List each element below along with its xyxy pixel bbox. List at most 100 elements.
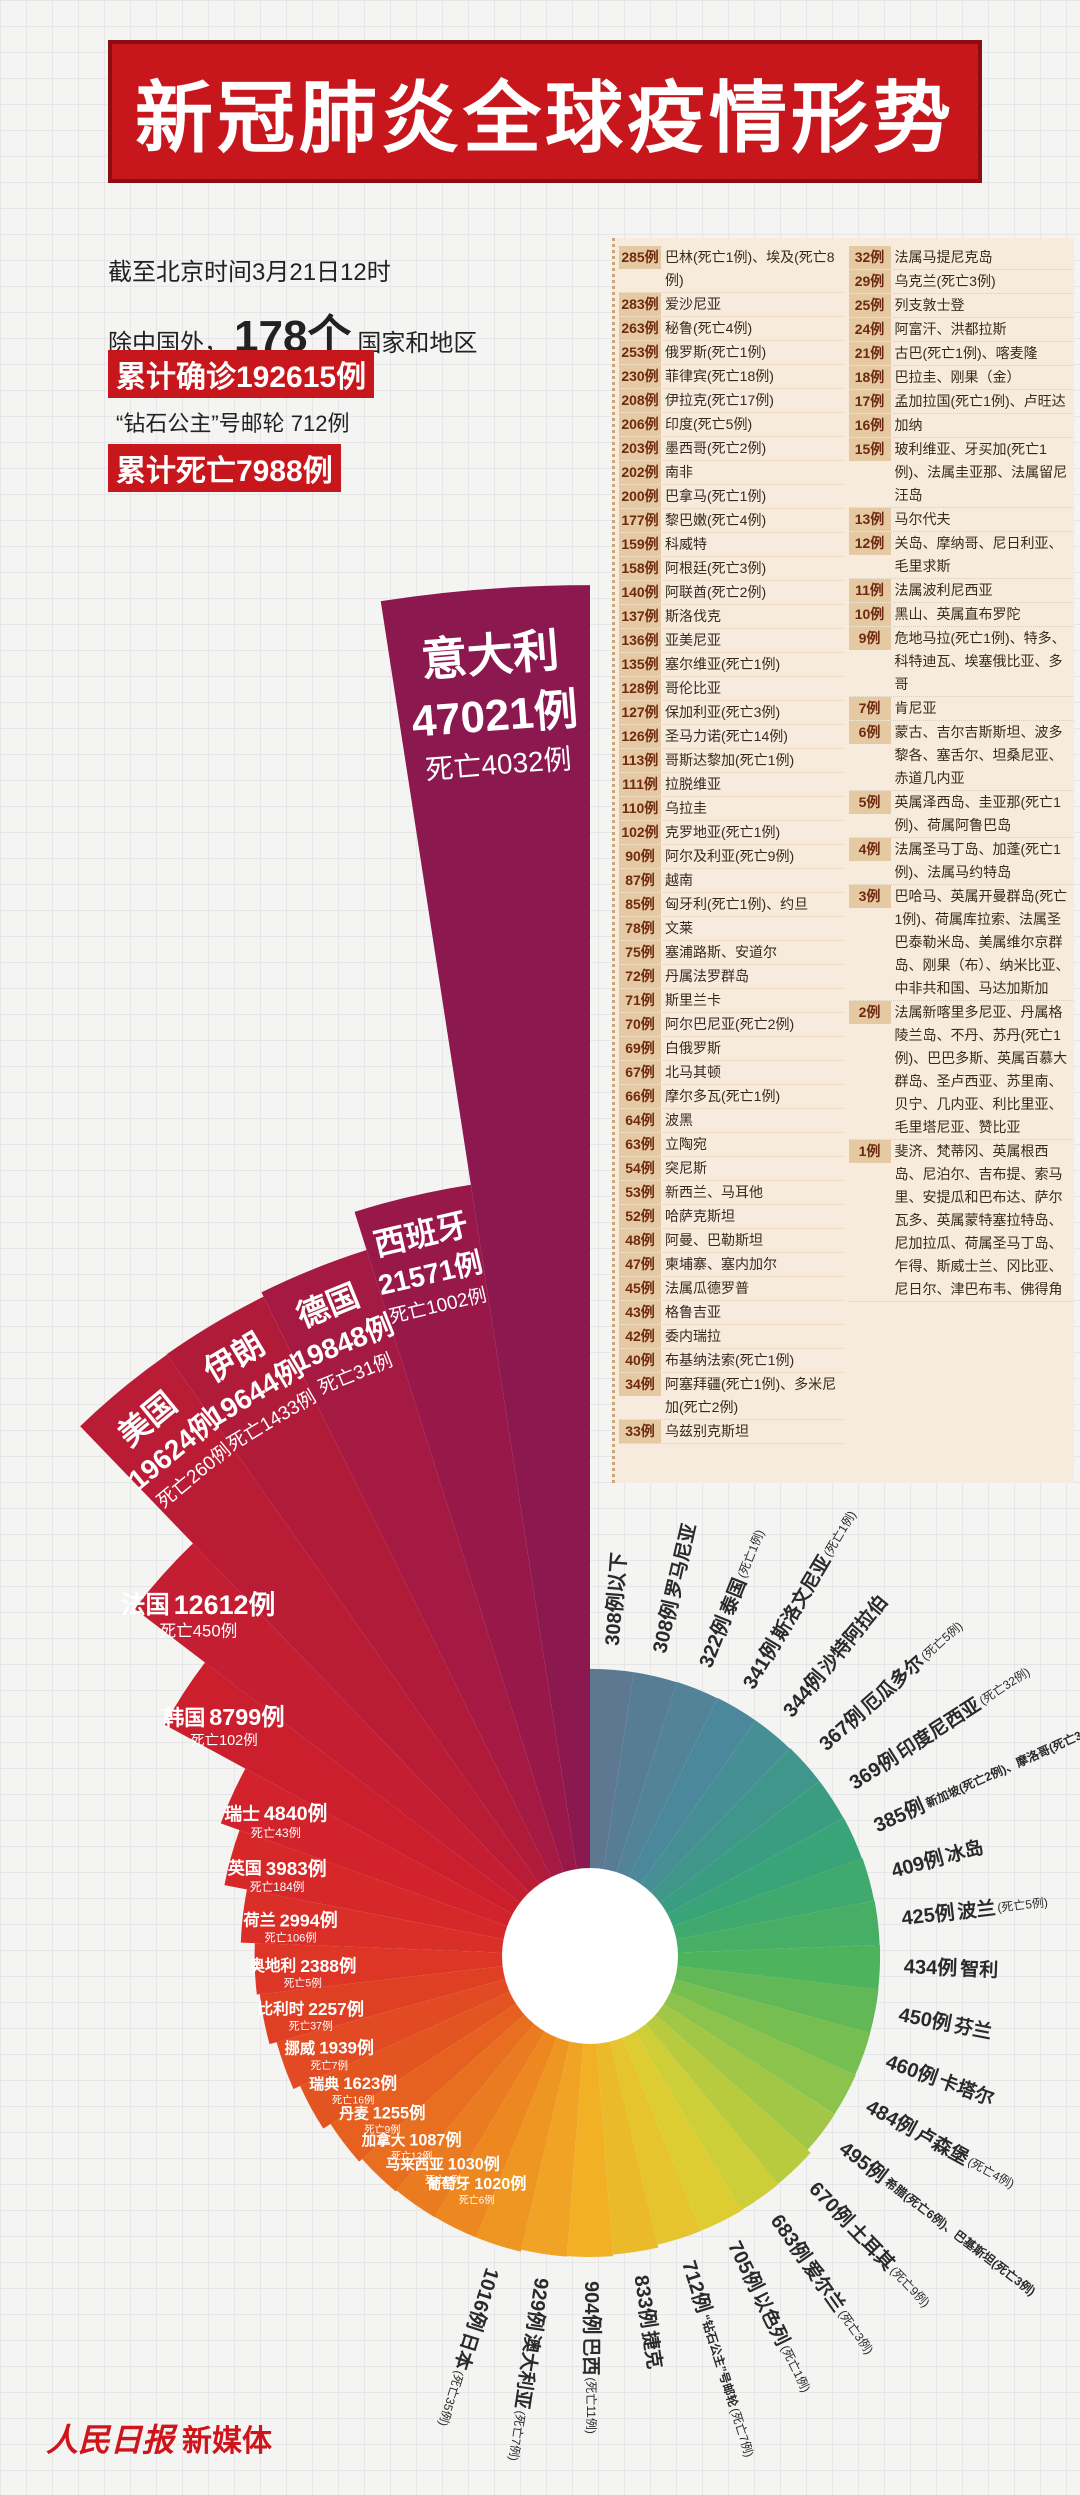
country-names: 柬埔寨、塞内加尔 — [665, 1256, 777, 1272]
country-names: 法属马提尼克岛 — [894, 249, 993, 265]
case-count: 135例 — [619, 653, 661, 676]
country-names: 俄罗斯(死亡1例) — [665, 344, 767, 360]
case-count: 32例 — [848, 246, 891, 269]
table-row: 63例 立陶宛 — [619, 1133, 843, 1157]
country-name: 葡萄牙 — [426, 2175, 471, 2193]
country-names: 阿尔巴尼亚(死亡2例) — [665, 1016, 795, 1032]
country-name: 澳大利亚 — [510, 2332, 544, 2411]
country-names: 格鲁吉亚 — [665, 1304, 721, 1320]
case-count: 409例 — [889, 1846, 947, 1883]
country-name: 爱尔兰 — [798, 2256, 850, 2316]
table-row: 128例 哥伦比亚 — [619, 677, 843, 701]
case-count: 1020例 — [474, 2174, 526, 2193]
case-count: 2257例 — [308, 1999, 364, 2019]
country-names: 新西兰、马耳他 — [665, 1184, 763, 1200]
case-count: 17例 — [848, 390, 891, 413]
wedge-label: 法国 12612例死亡450例 — [121, 1590, 275, 1641]
country-names: 巴哈马、英属开曼群岛(死亡1例)、荷属库拉索、法属圣巴泰勒米岛、美属维尔京群岛、… — [894, 888, 1070, 996]
case-count: 425例 — [900, 1900, 956, 1930]
case-count: 43例 — [619, 1301, 661, 1324]
table-row: 33例 乌兹别克斯坦 — [619, 1420, 843, 1444]
wedge-label: 挪威 1939例死亡7例 — [285, 2038, 374, 2071]
case-count: 3例 — [848, 885, 891, 908]
table-row: 2例 法属新喀里多尼亚、丹属格陵兰岛、不丹、苏丹(死亡1例)、巴巴多斯、英属百慕大… — [848, 1001, 1074, 1140]
case-count: 1087例 — [409, 2131, 461, 2150]
outer-label: 434例 智利 — [903, 1954, 998, 1982]
case-count: 158例 — [619, 557, 661, 580]
case-count: 67例 — [619, 1061, 661, 1084]
outer-label: 460例卡塔尔 — [883, 2049, 998, 2110]
wedge-label: 丹麦 1255例死亡9例 — [339, 2104, 425, 2136]
country-names: 科威特 — [665, 536, 707, 552]
table-row: 66例 摩尔多瓦(死亡1例) — [619, 1085, 843, 1109]
table-row: 102例 克罗地亚(死亡1例) — [619, 821, 843, 845]
country-names: 加纳 — [894, 417, 923, 433]
case-count: 140例 — [619, 581, 661, 604]
death-count: 死亡102例 — [190, 1732, 258, 1749]
death-count: (死亡1例) — [735, 1528, 767, 1580]
table-row: 285例 巴林(死亡1例)、埃及(死亡8例) — [619, 246, 843, 293]
case-count: 126例 — [619, 725, 661, 748]
table-row: 206例 印度(死亡5例) — [619, 413, 843, 437]
case-count: 12例 — [848, 532, 891, 555]
table-row: 48例 阿曼、巴勒斯坦 — [619, 1229, 843, 1253]
country-names: 巴拿马(死亡1例) — [665, 488, 767, 504]
case-count: 13例 — [848, 508, 891, 531]
country-names: 拉脱维亚 — [665, 776, 721, 792]
case-count: 9例 — [848, 627, 891, 650]
table-row: 200例 巴拿马(死亡1例) — [619, 485, 843, 509]
table-column: 32例 法属马提尼克岛 29例 乌克兰(死亡3例) 25例 列支敦士登 24例 阿富汗、洪都拉… — [848, 246, 1074, 1483]
case-count: 322例 — [694, 1612, 736, 1670]
case-count: 283例 — [619, 293, 661, 316]
as-of: 截至北京时间3月21日12时 — [108, 259, 391, 286]
table-row: 75例 塞浦路斯、安道尔 — [619, 941, 843, 965]
outer-label: 484例卢森堡(死亡4例) — [862, 2095, 1019, 2195]
table-row: 137例 斯洛伐克 — [619, 605, 843, 629]
case-count: 12612例 — [174, 1590, 276, 1620]
rose-wedge — [80, 1354, 591, 1956]
case-count: 1016例 — [462, 2265, 504, 2334]
wedge-label: 马来西亚 1030例死亡2例 — [386, 2155, 500, 2187]
case-count: 495例 — [835, 2136, 892, 2187]
death-count: (死亡3例) — [835, 2307, 876, 2357]
case-count: 833例 — [629, 2273, 661, 2329]
country-name: 马来西亚 — [386, 2155, 445, 2173]
country-name: 斯洛文尼亚 — [767, 1551, 835, 1644]
case-count: 21例 — [848, 342, 891, 365]
country-name: 以色列 — [748, 2288, 794, 2349]
case-count: 72例 — [619, 965, 661, 988]
country-names: 法属圣马丁岛、加蓬(死亡1例)、法属马约特岛 — [894, 841, 1061, 880]
country-names: 斯里兰卡 — [665, 992, 721, 1008]
rose-wedge — [380, 585, 590, 1956]
death-count: (死亡11例) — [584, 2377, 598, 2433]
table-row: 21例 古巴(死亡1例)、喀麦隆 — [848, 342, 1074, 366]
country-name: 日本 — [450, 2330, 483, 2373]
case-count: 683例 — [766, 2210, 816, 2267]
country-names: 布基纳法索(死亡1例) — [665, 1352, 795, 1368]
table-row: 40例 布基纳法索(死亡1例) — [619, 1349, 843, 1373]
death-count: (死亡5例) — [918, 1619, 965, 1663]
country-table: 285例 巴林(死亡1例)、埃及(死亡8例) 283例 爱沙尼亚 263例 秘鲁(死亡4例… — [612, 238, 1074, 1483]
country-names: 亚美尼亚 — [665, 632, 721, 648]
country-name: 智利 — [960, 1957, 999, 1981]
country-names: 印度(死亡5例) — [665, 416, 753, 432]
case-count: 206例 — [619, 413, 661, 436]
country-name: 卢森堡 — [912, 2122, 973, 2169]
table-row: 25例 列支敦士登 — [848, 294, 1074, 318]
country-name: 意大利 — [419, 624, 561, 686]
country-name: 泰国 — [715, 1575, 751, 1620]
table-row: 127例 保加利亚(死亡3例) — [619, 701, 843, 725]
rose-wedge — [261, 1250, 590, 1956]
death-count: 死亡6例 — [459, 2193, 495, 2206]
country-names: 立陶宛 — [665, 1136, 707, 1152]
country-name: 冰岛 — [943, 1835, 986, 1867]
table-row: 283例 爱沙尼亚 — [619, 293, 843, 317]
country-names: 白俄罗斯 — [665, 1040, 721, 1056]
wedge-label: 英国 3983例死亡184例 — [228, 1857, 327, 1894]
country-names: 匈牙利(死亡1例)、约旦 — [665, 896, 809, 912]
outer-label: 425例波兰(死亡5例) — [900, 1890, 1049, 1931]
table-row: 45例 法属瓜德罗普 — [619, 1277, 843, 1301]
table-row: 7例 肯尼亚 — [848, 697, 1074, 721]
country-line: 除中国外， 178个 国家和地区 — [108, 300, 477, 361]
death-count: (死亡7例) — [506, 2410, 528, 2462]
